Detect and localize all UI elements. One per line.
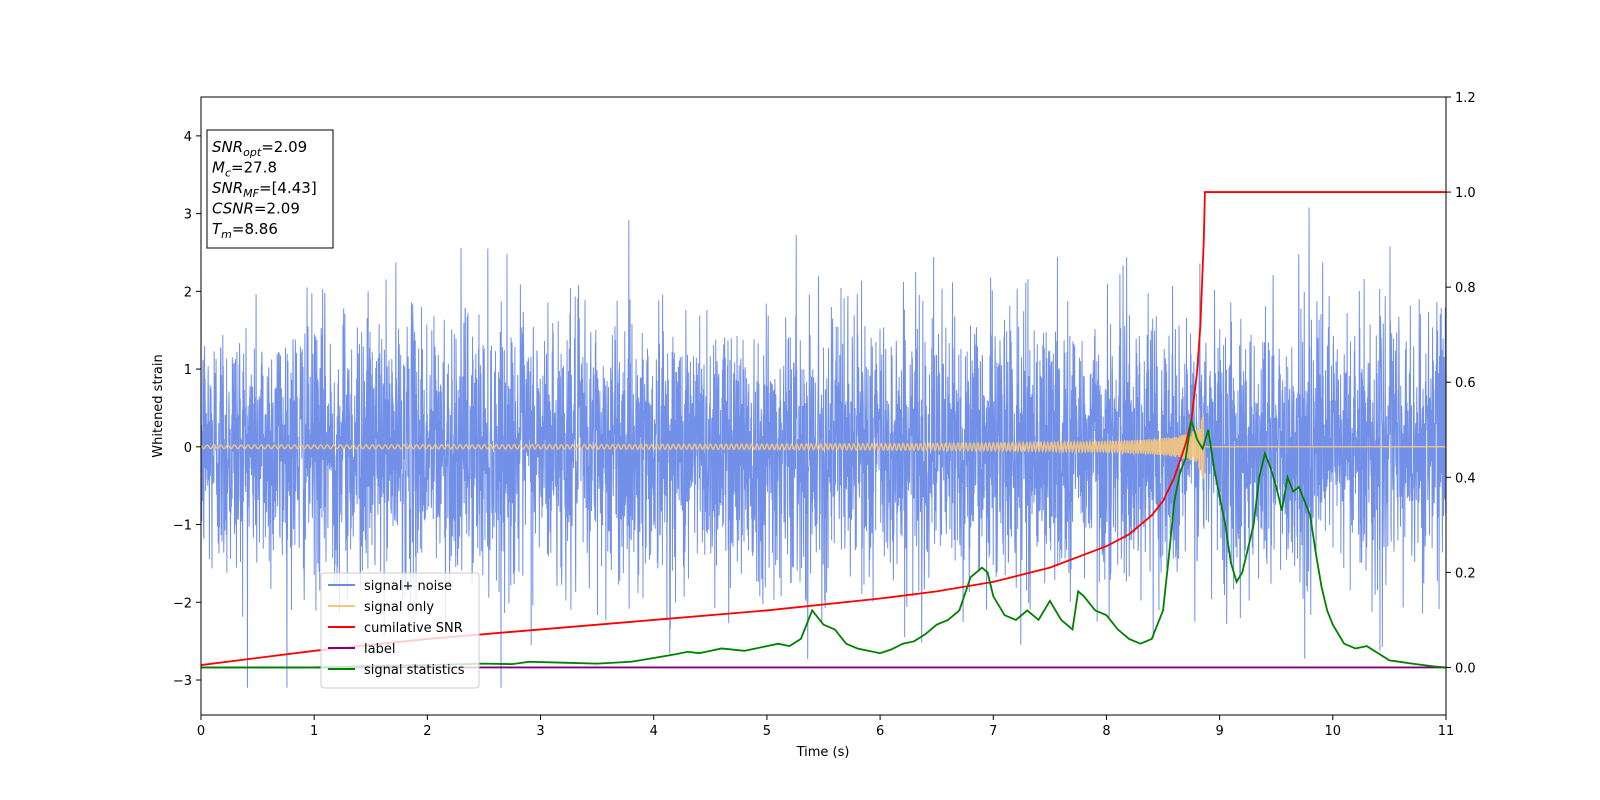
info-subscript: c — [225, 167, 231, 180]
info-value: =[4.43] — [259, 179, 317, 197]
info-box-frame — [206, 129, 334, 249]
info-symbol: SNR — [212, 179, 243, 197]
info-subscript: MF — [243, 187, 259, 200]
info-line: Mc=27.8 — [212, 159, 277, 180]
y-tick-label-left: 3 — [184, 208, 192, 223]
y-axis-label: Whitened strain — [151, 354, 166, 457]
y-tick-label-right: 1.0 — [1455, 186, 1476, 201]
info-line: SNRMF=[4.43] — [212, 179, 317, 200]
legend-entry: signal+ noise — [364, 579, 452, 594]
y-tick-label-right: 0.8 — [1455, 281, 1476, 296]
info-symbol: T — [212, 220, 223, 238]
y-tick-label-right: 0.2 — [1455, 566, 1476, 581]
y-tick-label-left: 1 — [184, 363, 192, 378]
x-tick-label: 3 — [536, 724, 544, 739]
y-tick-label-left: 2 — [184, 285, 192, 300]
x-tick-label: 6 — [876, 724, 884, 739]
legend-entry: signal only — [364, 600, 434, 615]
info-line: CSNR=2.09 — [212, 200, 300, 218]
series-cumilative-snr — [201, 191, 1446, 666]
x-tick-label: 8 — [1102, 724, 1110, 739]
legend: signal+ noise signal only cumilative SNR la… — [320, 572, 480, 689]
info-value: =2.09 — [254, 200, 300, 218]
series-signal-statistics — [201, 420, 1446, 669]
x-tick-label: 1 — [310, 724, 318, 739]
legend-entry: signal statistics — [364, 663, 465, 678]
series-signal-only — [201, 412, 1446, 479]
y-tick-label-left: 4 — [184, 130, 192, 145]
info-value: =2.09 — [261, 138, 307, 156]
x-tick-label: 5 — [763, 724, 771, 739]
info-line: SNRopt=2.09 — [212, 138, 307, 159]
info-symbol: CSNR — [212, 200, 254, 218]
x-tick-label: 7 — [989, 724, 997, 739]
y-tick-label-left: −3 — [173, 674, 192, 689]
legend-frame — [320, 572, 480, 689]
x-tick-label: 2 — [423, 724, 431, 739]
y-tick-label-left: 0 — [184, 441, 192, 456]
info-box: SNRopt=2.09Mc=27.8SNRMF=[4.43]CSNR=2.09T… — [206, 129, 334, 249]
info-subscript: m — [221, 228, 232, 241]
x-axis: 0 1 2 3 4 5 6 7 8 9 10 11 — [197, 715, 1454, 739]
y-tick-label-left: −1 — [173, 519, 192, 534]
info-value: =27.8 — [231, 159, 277, 177]
y-axis-left: 4 3 2 1 0 −1 −2 −3 — [173, 130, 201, 689]
legend-entry: cumilative SNR — [364, 621, 463, 636]
x-tick-label: 0 — [197, 724, 205, 739]
legend-entry: label — [364, 642, 395, 657]
y-tick-label-right: 0.0 — [1455, 661, 1476, 676]
y-tick-label-right: 0.6 — [1455, 376, 1476, 391]
x-tick-label: 10 — [1325, 724, 1342, 739]
info-subscript: opt — [243, 146, 262, 159]
info-value: =8.86 — [232, 220, 278, 238]
y-tick-label-right: 1.2 — [1455, 91, 1476, 106]
plot-frame — [200, 96, 1447, 716]
info-symbol: M — [212, 159, 225, 177]
x-axis-label: Time (s) — [796, 745, 850, 760]
x-tick-label: 11 — [1438, 724, 1455, 739]
y-tick-label-right: 0.4 — [1455, 471, 1476, 486]
info-symbol: SNR — [212, 138, 243, 156]
y-axis-right: 1.2 1.0 0.8 0.6 0.4 0.2 0.0 — [1446, 91, 1476, 676]
x-tick-label: 4 — [650, 724, 658, 739]
series-signal-noise — [201, 207, 1446, 688]
info-line: Tm=8.86 — [212, 220, 278, 241]
y-tick-label-left: −2 — [173, 596, 192, 611]
x-tick-label: 9 — [1215, 724, 1223, 739]
